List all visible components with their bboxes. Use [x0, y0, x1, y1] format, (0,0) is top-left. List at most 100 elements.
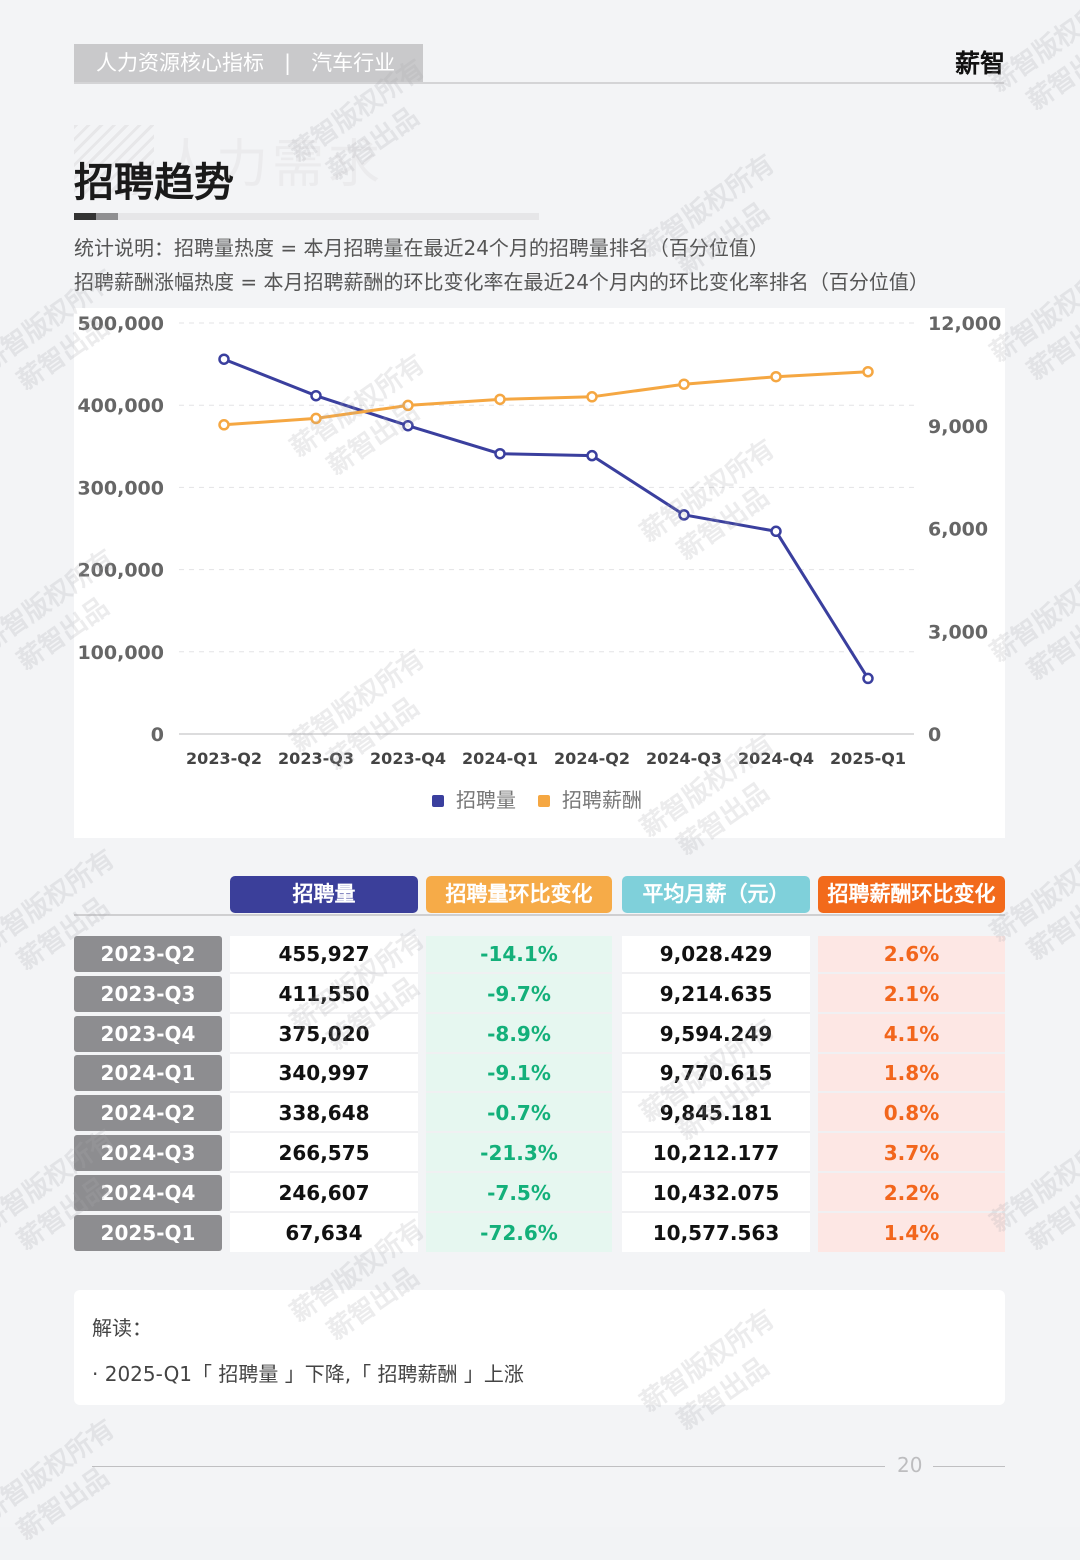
y-left-tick-label: 300,000: [77, 477, 164, 499]
cell-salary: 10,577.563: [652, 1220, 780, 1245]
x-tick-label: 2024-Q2: [554, 749, 630, 768]
y-left-tick-label: 500,000: [77, 313, 164, 335]
decorative-stripes: [74, 125, 154, 195]
cell-volume: 266,575: [230, 1135, 418, 1173]
data-point: [862, 672, 874, 685]
watermark-line2: 薪智出品: [1022, 302, 1080, 387]
data-point: [678, 509, 690, 521]
cell-salary: 9,845.181: [622, 1095, 810, 1134]
header-salary-change: 招聘薪酬环比变化: [818, 876, 1005, 913]
interpretation-heading: 解读：: [92, 1316, 152, 1340]
watermark-line2: 薪智出品: [1022, 882, 1080, 967]
y-right-tick-label: 12,000: [928, 313, 1001, 335]
data-point: [310, 389, 322, 402]
y-right-tick-label: 6,000: [928, 519, 988, 541]
watermark-line2: 薪智出品: [1022, 1172, 1080, 1257]
x-tick-label: 2023-Q4: [370, 749, 446, 768]
cell-salary-change: 2.2%: [818, 1175, 1005, 1213]
series-line-volume: [223, 357, 870, 680]
stat-note-2: 招聘薪酬涨幅热度 = 本月招聘薪酬的环比变化率在最近24个月内的环比变化率排名（…: [74, 270, 929, 294]
cell-salary-change: 4.1%: [818, 1016, 1005, 1054]
cell-salary: 9,770.615: [622, 1055, 810, 1094]
y-left-tick-label: 200,000: [77, 560, 164, 582]
watermark-line2: 薪智出品: [1022, 32, 1080, 117]
legend-label: 招聘薪酬: [562, 788, 642, 812]
data-point: [494, 447, 506, 460]
watermark-line2: 薪智出品: [12, 1462, 115, 1547]
x-tick-label: 2024-Q3: [646, 749, 722, 768]
row-label-quarter: 2024-Q2: [74, 1095, 222, 1132]
cell-salary: 10,432.075: [622, 1175, 810, 1213]
header-volume-change: 招聘量环比变化: [426, 876, 612, 913]
page-number: 20: [897, 1453, 923, 1477]
row-label-quarter: 2023-Q2: [74, 936, 222, 972]
cell-volume: 67,634: [285, 1220, 363, 1245]
cell-volume-change: -8.9%: [426, 1016, 612, 1054]
row-label-quarter: 2023-Q3: [74, 975, 222, 1012]
trend-chart: 500,000 400,000 300,000 200,000 100,000 0 12,0…: [77, 313, 1001, 812]
row-label-quarter: 2025-Q1: [74, 1214, 222, 1251]
watermark: 薪智版权所有 薪智出品: [0, 1412, 143, 1560]
x-tick-label: 2024-Q4: [738, 749, 814, 768]
trend-chart-card: 500,000 400,000 300,000 200,000 100,000 0 12,0…: [74, 308, 1005, 838]
header-avg-salary: 平均月薪（元）: [622, 876, 810, 913]
cell-salary: 9,214.635: [622, 976, 810, 1014]
row-label-quarter: 2024-Q4: [74, 1174, 222, 1211]
watermark-line1: 薪智版权所有: [0, 1414, 121, 1529]
cell-volume-change: -21.3%: [426, 1135, 612, 1173]
cell-volume: 375,020: [230, 1016, 418, 1054]
row-label-quarter: 2024-Q1: [74, 1055, 222, 1092]
y-left-tick-label: 400,000: [77, 395, 164, 417]
cell-volume-change: -9.1%: [426, 1055, 612, 1094]
cell-volume-change: -72.6%: [480, 1220, 558, 1245]
column-bg-salary: [622, 936, 810, 1252]
cell-salary-change: 1.4%: [883, 1220, 940, 1245]
data-point: [586, 391, 598, 403]
data-point: [402, 399, 414, 412]
data-point: [770, 370, 782, 383]
data-point: [678, 378, 690, 390]
cell-salary-change: 2.6%: [818, 936, 1005, 974]
cell-salary-change: 0.8%: [818, 1095, 1005, 1134]
legend-label: 招聘量: [456, 788, 516, 812]
y-left-tick-label: 100,000: [77, 642, 164, 664]
legend-swatch: [538, 795, 550, 807]
header-divider: [74, 82, 1004, 84]
data-point: [862, 365, 874, 378]
cell-volume: 338,648: [230, 1095, 418, 1134]
brand-logo: 薪智: [954, 49, 1005, 78]
data-point: [218, 353, 230, 365]
cell-volume-change: -9.7%: [426, 976, 612, 1014]
cell-volume: 246,607: [230, 1175, 418, 1213]
column-bg-salary-change: [818, 936, 1005, 1252]
cell-salary-change: 3.7%: [818, 1135, 1005, 1173]
cell-salary-change: 2.1%: [818, 976, 1005, 1014]
interpretation-box: 解读： · 2025-Q1「 招聘量 」下降,「 招聘薪酬 」上涨: [74, 1290, 1005, 1405]
cell-volume-change: -14.1%: [426, 936, 612, 974]
header-industry: 汽车行业: [311, 51, 396, 75]
data-point: [494, 393, 506, 406]
data-point: [586, 449, 598, 462]
header-category: 人力资源核心指标: [96, 51, 264, 75]
cell-salary: 10,212.177: [622, 1135, 810, 1173]
legend-swatch: [432, 795, 444, 807]
cell-salary: 9,028.429: [622, 936, 810, 974]
row-label-quarter: 2023-Q4: [74, 1015, 222, 1052]
data-point: [402, 419, 414, 432]
footer-line-right: [933, 1466, 1005, 1467]
table-header-divider: [74, 914, 1005, 916]
column-bg-volume-change: [426, 936, 612, 1252]
page-title: 招聘趋势: [74, 160, 234, 206]
y-right-tick-label: 0: [928, 724, 941, 746]
x-tick-label: 2024-Q1: [462, 749, 538, 768]
footer-line-left: [92, 1466, 885, 1467]
watermark-line2: 薪智出品: [1022, 602, 1080, 687]
x-tick-label: 2023-Q3: [278, 749, 354, 768]
x-tick-label: 2025-Q1: [830, 749, 906, 768]
series-line-salary: [223, 370, 869, 427]
stat-note-1: 统计说明：招聘量热度 = 本月招聘量在最近24个月的招聘量排名（百分位值）: [74, 236, 769, 260]
row-label-quarter: 2024-Q3: [74, 1135, 222, 1171]
cell-volume: 455,927: [230, 936, 418, 974]
column-bg-volume: [230, 936, 418, 1252]
